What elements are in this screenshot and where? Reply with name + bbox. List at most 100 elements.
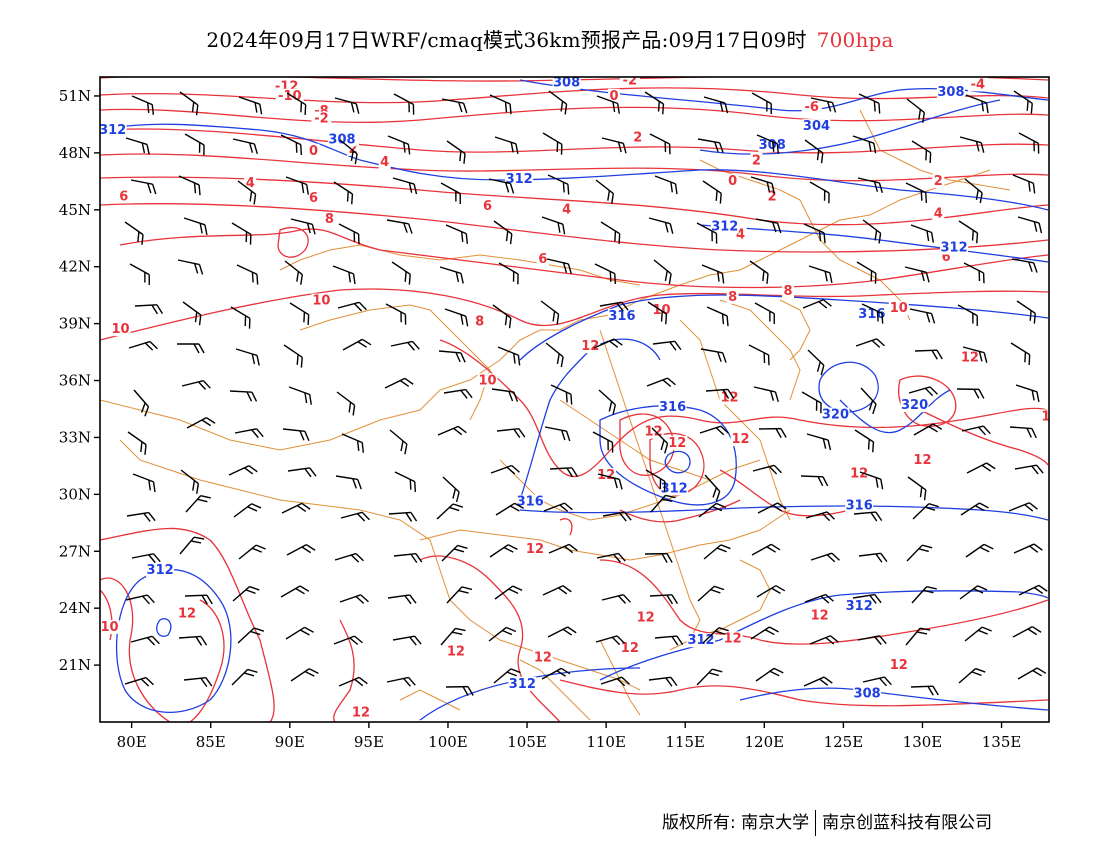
lat-tick-label: 33N — [59, 428, 91, 446]
wind-barb-icon — [183, 676, 213, 690]
temperature-label: 1 — [1041, 409, 1050, 424]
temperature-label: 6 — [942, 250, 951, 265]
wind-barb-icon — [546, 384, 577, 406]
temperature-label-bg — [782, 284, 795, 299]
wind-barb-icon — [386, 675, 416, 692]
wind-barb-icon — [128, 179, 159, 195]
temperature-label-bg — [477, 373, 498, 388]
temperature-label: 12 — [534, 650, 552, 665]
temperature-label: 0 — [309, 144, 318, 159]
wind-barb-icon — [231, 665, 259, 693]
lon-tick-label: 115E — [665, 733, 705, 751]
wind-barb-icon — [910, 685, 939, 697]
geopotential-label-bg — [687, 633, 716, 648]
temperature-label-bg — [307, 191, 320, 206]
wind-barb-icon — [494, 582, 523, 607]
wind-barb-icon — [331, 97, 362, 115]
wind-barb-icon — [799, 475, 829, 487]
temperature-label-bg — [532, 650, 553, 665]
lat-tick-label: 36N — [59, 372, 91, 390]
wind-barb-icon — [287, 466, 317, 481]
temperature-label-bg — [912, 453, 933, 467]
temperature-label-bg — [117, 189, 130, 204]
wind-barb-icon — [703, 540, 732, 567]
temperature-label: 8 — [784, 284, 793, 299]
wind-barb-icon — [485, 94, 516, 115]
geopotential-label: 312 — [506, 172, 533, 187]
temperature-label: 10 — [890, 301, 908, 316]
wind-barb-icon — [959, 262, 989, 284]
lon-tick-label: 100E — [428, 733, 468, 751]
wind-barb-icon — [801, 349, 829, 376]
wind-barb-icon — [1009, 258, 1040, 274]
wind-barb-icon — [537, 132, 567, 156]
geopotential-label: 316 — [858, 307, 885, 322]
geopotential-label: 308 — [328, 132, 355, 147]
wind-barb-icon — [446, 582, 473, 610]
wind-barb-icon — [589, 179, 618, 205]
wind-barb-icon — [234, 427, 264, 443]
temperature-label: 12 — [637, 610, 655, 625]
temperature-label-bg — [801, 100, 822, 115]
wind-barb-icon — [177, 301, 206, 326]
geopotential-label: 320 — [901, 398, 928, 413]
wind-barb-icon — [128, 339, 159, 358]
geopotential-label-bg — [552, 77, 581, 90]
temperature-label-bg — [244, 176, 257, 191]
wind-barb-icon — [334, 551, 365, 570]
wind-barb-icon — [1013, 541, 1044, 562]
wind-barb-icon — [176, 343, 205, 354]
temperature-label: -6 — [805, 100, 819, 115]
lon-tick-label: 110E — [586, 733, 626, 751]
wind-barb-icon — [383, 429, 412, 455]
wind-barb-icon — [539, 342, 568, 368]
temperature-label-bg — [635, 610, 656, 625]
wind-barb-icon — [392, 634, 422, 650]
temperature-label-bg — [726, 174, 739, 189]
wind-barb-icon — [964, 623, 993, 649]
temperature-label: 12 — [645, 425, 663, 440]
lon-tick-label: 135E — [982, 733, 1022, 751]
wind-barb-icon — [437, 350, 467, 364]
temperature-label-bg — [849, 466, 870, 481]
wind-barb-icon — [697, 582, 725, 609]
lon-tick-label: 85E — [196, 733, 226, 751]
wind-barb-icon — [541, 665, 571, 688]
temperature-label: 4 — [246, 176, 255, 191]
wind-barb-icon — [129, 473, 159, 493]
wind-barb-icon — [134, 303, 164, 316]
wind-barb-icon — [902, 476, 931, 501]
temperature-label: 12 — [850, 466, 868, 481]
wind-barb-icon — [853, 510, 883, 524]
wind-barb-icon — [490, 388, 520, 403]
geopotential-label: 316 — [608, 309, 635, 324]
wind-barb-icon — [496, 427, 526, 441]
lat-tick-label: 42N — [59, 258, 91, 276]
wind-barb-icon — [280, 582, 310, 606]
wind-barb-icon — [290, 665, 320, 690]
wind-barb-icon — [340, 510, 371, 528]
geopotential-label-bg — [853, 686, 882, 701]
wind-barb-icon — [386, 261, 416, 286]
temperature-label-bg — [176, 606, 197, 621]
temperature-label-bg — [967, 77, 988, 92]
wind-barb-icon — [906, 140, 936, 164]
temperature-label: -10 — [278, 89, 302, 104]
wind-barb-icon — [443, 388, 473, 403]
wind-barb-icon — [281, 428, 311, 442]
geopotential-label-bg — [940, 240, 969, 255]
geopotential-label-bg — [660, 481, 689, 496]
temperature-label: 12 — [732, 432, 750, 447]
temperature-label-bg — [473, 314, 486, 329]
wind-barb-icon — [534, 300, 564, 326]
temperature-label-bg — [959, 350, 980, 365]
wind-barb-icon — [184, 594, 213, 606]
temperature-label-bg — [932, 206, 945, 221]
wind-barb-icon — [639, 91, 669, 115]
wind-barb-icon — [384, 219, 415, 235]
wind-barb-icon — [238, 541, 267, 567]
copyright-text: 版权所有: 南京大学 — [662, 813, 810, 833]
geopotential-label-bg — [936, 84, 965, 99]
geopotential-label: 312 — [941, 241, 968, 256]
lat-tick-label: 45N — [59, 201, 91, 219]
